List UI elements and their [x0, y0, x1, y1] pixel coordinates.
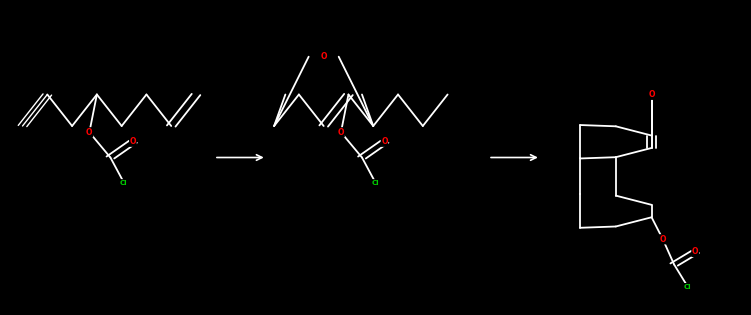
Text: O: O: [130, 137, 136, 146]
Text: O: O: [692, 247, 698, 256]
Text: O: O: [338, 128, 344, 137]
Text: Cl: Cl: [372, 180, 379, 186]
Text: O: O: [382, 137, 388, 146]
Text: Cl: Cl: [120, 180, 128, 186]
Text: O: O: [659, 235, 666, 244]
Text: O: O: [321, 52, 327, 61]
Text: O: O: [86, 128, 92, 137]
Text: Cl: Cl: [684, 284, 692, 289]
Text: O: O: [648, 90, 655, 99]
